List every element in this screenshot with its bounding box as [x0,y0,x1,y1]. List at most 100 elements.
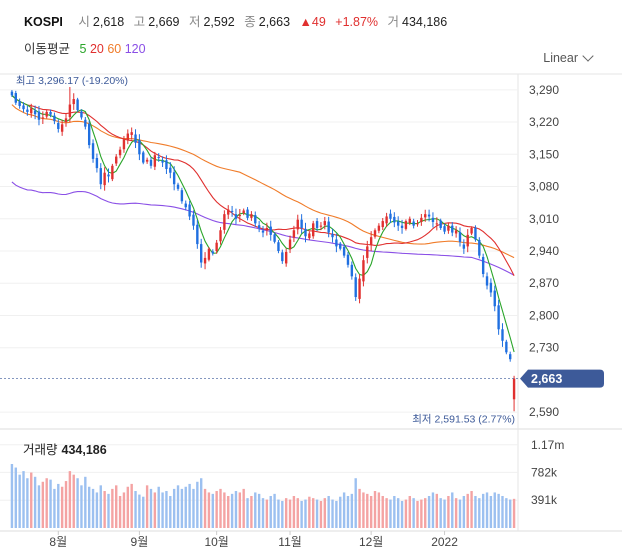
candle-body [157,157,160,159]
candle [381,218,384,231]
candle-body [373,230,377,237]
candle [145,157,149,164]
candle [470,226,473,236]
candle-body [184,203,187,208]
volume-bar [277,499,280,528]
candle-body [435,223,439,225]
volume-bar [138,494,141,528]
candle [261,226,265,238]
candle [424,209,427,222]
candle-body [26,109,29,112]
candle-body [192,214,195,226]
ma5-line [11,94,515,353]
volume-bar [462,496,466,528]
candle [87,120,91,149]
candle [474,225,477,242]
volume-bar [319,500,323,528]
current-price-badge [520,369,604,388]
candle [10,90,14,97]
volume-bar [474,496,477,528]
candle-body [474,227,477,240]
volume-bar [196,481,199,528]
volume-bar [107,493,110,528]
candle [153,151,157,171]
volume-bar [346,496,350,528]
volume-bar [257,493,261,528]
candle [188,200,191,221]
candle-body [431,217,435,222]
candle-body [304,228,307,237]
candle [300,214,303,234]
candle [505,339,508,355]
candle-body [246,209,249,218]
volume-bar [153,492,157,528]
candle-body [219,230,222,242]
candle-body [242,210,245,214]
candle-body [87,123,91,146]
candle-body [115,156,118,164]
scale-selector[interactable]: Linear [543,50,594,65]
volume-bar [481,493,485,528]
candle-body [277,242,280,251]
candle-body [505,341,508,353]
ma5-label[interactable]: 5 [79,42,87,56]
current-price-label: 2,663 [531,372,562,386]
candle-body [447,225,450,231]
volume-bar [219,488,222,528]
candle [223,210,226,234]
candle [176,182,180,191]
candle [207,247,211,262]
candle-body [389,213,392,219]
volume-bar [339,496,342,528]
candle [373,228,377,239]
volume-bar [454,498,458,528]
volume-bar [354,478,357,528]
candle [107,168,110,183]
candle [412,218,415,229]
high-value: 2,669 [148,15,180,29]
candle-body [188,204,191,217]
candle [84,116,87,130]
candle [454,226,458,238]
candle [431,212,435,228]
volume-bar [227,496,230,528]
volume-bar [389,499,392,528]
candle [130,127,133,140]
volume-bar [57,483,60,528]
volume-bar [176,485,180,528]
candle [331,228,334,243]
candle [304,222,307,243]
volume-tick-label: 391k [531,493,558,507]
price-tick-label: 3,150 [529,147,559,161]
volume-bar [99,485,102,528]
change-percent: +1.87% [335,15,379,29]
volume-bar [215,491,218,528]
candle [165,155,168,174]
candle-body [296,219,299,230]
volume-bar [130,483,133,528]
candle [420,213,423,226]
ma120-label[interactable]: 120 [124,42,146,56]
volume-bar [10,464,14,528]
volume-bar [435,493,439,528]
ma60-label[interactable]: 60 [107,42,122,56]
volume-bar [443,499,446,528]
candle [435,217,439,231]
volume-bar [377,492,381,528]
volume-bar [505,498,508,528]
volume-bar [72,474,75,528]
candle [443,223,446,235]
ma20-label[interactable]: 20 [89,42,104,56]
candle-body [350,264,354,277]
x-tick-label: 2022 [431,535,458,549]
candle-body [227,209,230,215]
volume-bar [362,492,365,528]
volume-bar [493,492,496,528]
candle-body [14,93,17,103]
candle-body [501,329,504,341]
candle-body [230,210,234,212]
candle-body [207,248,211,260]
candle-body [439,220,442,228]
x-tick-label: 10월 [204,535,228,549]
